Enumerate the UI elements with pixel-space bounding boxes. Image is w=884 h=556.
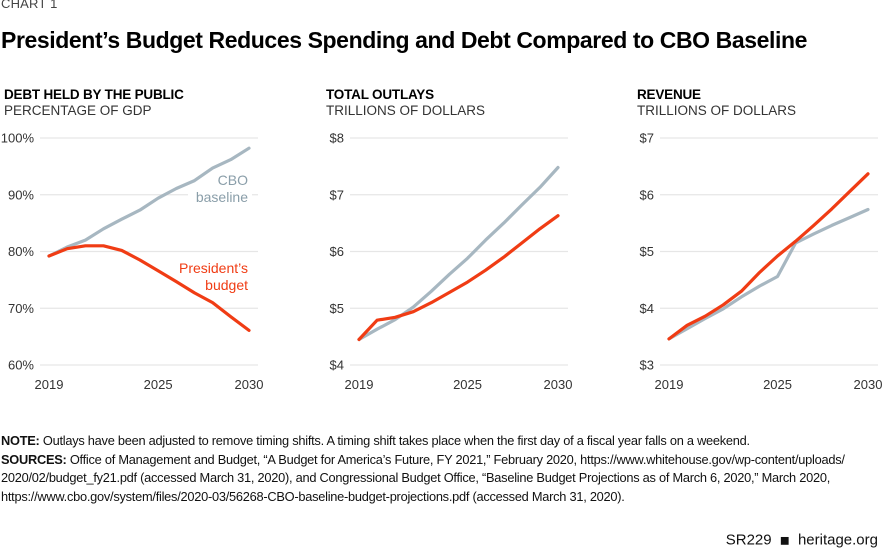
y-tick-label: $6 (640, 187, 654, 202)
series-label-cbo-baseline: baseline (196, 189, 248, 205)
series-line-president-s-budget (357, 214, 560, 342)
x-tick-label: 2019 (345, 377, 374, 392)
sources-label: SOURCES: (1, 451, 67, 467)
panel-subtitle-revenue: TRILLIONS OF DOLLARS (637, 103, 797, 118)
x-tick-label: 2025 (763, 377, 792, 392)
charts-canvas: 60% 70% 80% 90% 100% 2019 2025 2030 $4 $5 $6 $7 $8 20… (1, 131, 883, 393)
notes-block: NOTE: Outlays have been adjusted to remo… (1, 432, 884, 506)
x-tick-label: 2019 (35, 377, 64, 392)
chart-title: President’s Budget Reduces Spending and … (1, 27, 808, 53)
note-label: NOTE: (1, 433, 40, 448)
footer: SR229 ◼ heritage.org (726, 531, 878, 549)
panel-title-outlays: TOTAL OUTLAYS (326, 87, 434, 102)
sources-line-3: https://www.cbo.gov/system/files/2020-03… (1, 488, 625, 504)
site-link[interactable]: heritage.org (797, 531, 878, 549)
y-tick-label: $7 (330, 187, 344, 202)
y-tick-label: 60% (8, 358, 34, 373)
x-tick-label: 2030 (235, 377, 264, 392)
y-tick-label: $5 (330, 301, 344, 316)
series-line-cbo-baseline (357, 165, 560, 342)
y-tick-label: $4 (640, 301, 654, 316)
sources-line-2: 2020/02/budget_fy21.pdf (accessed March … (1, 470, 831, 485)
sources-text-1: Office of Management and Budget, “A Budg… (66, 451, 845, 467)
y-tick-label: $7 (640, 131, 654, 146)
y-tick-label: $4 (330, 358, 344, 373)
panel-title-revenue: REVENUE (637, 87, 701, 102)
series-label-cbo-baseline: CBO (218, 172, 248, 188)
note-line: NOTE: Outlays have been adjusted to remo… (1, 432, 884, 451)
y-tick-label: 80% (8, 244, 34, 259)
x-tick-label: 2019 (655, 377, 684, 392)
y-tick-label: $8 (330, 131, 344, 146)
series-label-president-s-budget: budget (205, 277, 248, 293)
y-tick-label: $6 (330, 244, 344, 259)
liberty-bell-icon: ◼ (779, 533, 790, 548)
series-line-cbo-baseline (667, 207, 870, 341)
y-tick-label: 100% (1, 131, 35, 146)
report-id: SR229 (725, 531, 772, 549)
panel-subtitle-debt: PERCENTAGE OF GDP (4, 103, 152, 118)
x-tick-label: 2025 (144, 377, 173, 392)
series-label-president-s-budget: President’s (179, 260, 248, 276)
x-tick-label: 2025 (453, 377, 482, 392)
sources-line-1: SOURCES: Office of Management and Budget… (1, 451, 884, 470)
y-tick-label: 90% (8, 187, 34, 202)
series-line-president-s-budget (47, 244, 251, 332)
series-line-president-s-budget (667, 172, 870, 341)
panel-subtitle-outlays: TRILLIONS OF DOLLARS (326, 103, 486, 118)
y-tick-label: $5 (640, 244, 654, 259)
note-text: Outlays have been adjusted to remove tim… (39, 433, 750, 448)
series-line-cbo-baseline (47, 146, 251, 258)
y-tick-label: 70% (8, 301, 34, 316)
y-tick-label: $3 (640, 358, 654, 373)
chart-number-label: CHART 1 (1, 0, 58, 11)
x-tick-label: 2030 (544, 377, 573, 392)
series-label-background (188, 259, 252, 295)
x-tick-label: 2030 (854, 377, 883, 392)
panel-title-debt: DEBT HELD BY THE PUBLIC (4, 87, 184, 102)
